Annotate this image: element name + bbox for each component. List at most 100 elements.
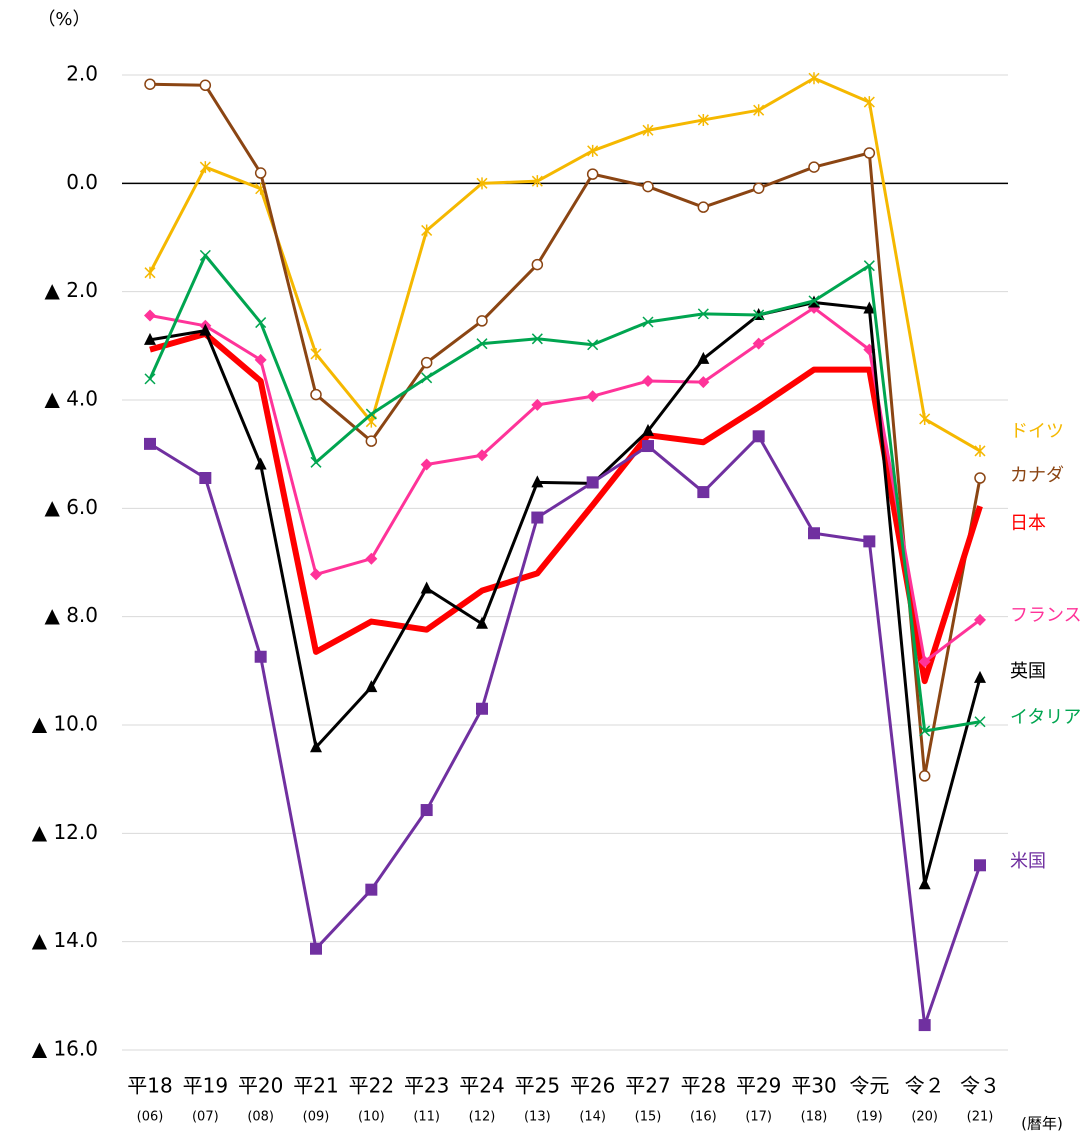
marker <box>255 317 267 329</box>
marker <box>863 260 875 272</box>
marker <box>144 332 156 345</box>
marker <box>752 430 765 443</box>
x-tick-label: 平27 <box>625 1074 670 1098</box>
marker <box>476 702 488 715</box>
marker <box>476 177 488 190</box>
marker <box>531 475 544 488</box>
marker <box>254 167 267 179</box>
y-tick-label: 0.0 <box>66 170 98 194</box>
marker <box>697 486 710 499</box>
legend-label: 日本 <box>1010 513 1046 534</box>
marker <box>420 581 433 594</box>
marker <box>642 316 654 328</box>
y-tick-label: ▲ 6.0 <box>44 495 98 519</box>
marker <box>974 444 986 457</box>
x-tick-label: 令２ <box>905 1074 945 1098</box>
marker <box>199 249 211 261</box>
marker <box>365 552 378 565</box>
marker <box>254 353 267 366</box>
marker <box>697 308 709 320</box>
marker <box>476 315 488 327</box>
marker <box>420 356 433 369</box>
y-tick-label: ▲ 4.0 <box>44 387 98 411</box>
x-tick-label: 平19 <box>183 1074 228 1098</box>
x-sub-label: (08) <box>247 1110 274 1125</box>
x-sub-label: (12) <box>469 1110 496 1125</box>
x-sub-label: (13) <box>524 1110 551 1125</box>
marker <box>144 309 156 322</box>
marker <box>310 456 322 468</box>
x-sub-label: (19) <box>856 1110 883 1125</box>
marker <box>808 295 820 307</box>
x-sub-label: (18) <box>801 1110 828 1125</box>
marker <box>310 568 322 581</box>
marker <box>808 72 820 85</box>
series-line <box>148 253 981 733</box>
marker <box>254 650 267 663</box>
series-line <box>148 76 981 453</box>
y-tick-label: ▲ 16.0 <box>32 1037 98 1061</box>
marker <box>199 161 211 174</box>
marker <box>531 258 544 271</box>
x-axis-label: (暦年) <box>1021 1115 1063 1133</box>
marker <box>918 655 931 668</box>
marker <box>808 161 820 173</box>
x-sub-label: (11) <box>413 1110 440 1125</box>
legend-label: ドイツ <box>1010 421 1064 442</box>
y-tick-label: 2.0 <box>66 62 98 86</box>
marker <box>144 373 156 385</box>
marker <box>808 527 820 540</box>
marker <box>587 339 599 351</box>
x-sub-label: (09) <box>303 1110 330 1125</box>
y-tick-label: ▲ 2.0 <box>44 278 98 302</box>
marker <box>752 182 765 194</box>
legend-label: イタリア <box>1010 707 1081 728</box>
marker <box>697 201 710 213</box>
legend-label: 英国 <box>1010 661 1046 682</box>
marker <box>642 375 654 388</box>
marker <box>697 113 709 126</box>
x-tick-label: 平24 <box>459 1074 504 1098</box>
marker <box>310 942 322 955</box>
marker <box>974 472 986 484</box>
marker <box>476 338 488 350</box>
marker <box>421 224 433 237</box>
y-tick-label: ▲ 12.0 <box>32 820 98 844</box>
marker <box>531 398 544 411</box>
marker <box>642 124 654 137</box>
marker <box>310 740 322 753</box>
marker <box>254 457 267 470</box>
marker <box>365 680 378 693</box>
marker <box>919 725 931 737</box>
marker <box>863 301 876 314</box>
marker <box>752 337 765 350</box>
marker <box>420 804 433 817</box>
series-line <box>149 330 983 685</box>
x-tick-label: 平30 <box>791 1074 836 1098</box>
x-tick-label: 平22 <box>349 1074 394 1098</box>
series-line <box>149 82 982 778</box>
series-line <box>149 306 981 664</box>
x-tick-label: 令３ <box>960 1074 1000 1098</box>
x-tick-label: 平21 <box>293 1074 338 1098</box>
x-tick-label: 平28 <box>681 1074 726 1098</box>
x-sub-label: (16) <box>690 1110 717 1125</box>
x-sub-label: (21) <box>967 1110 994 1125</box>
y-tick-label: ▲ 10.0 <box>32 712 98 736</box>
marker <box>974 670 986 683</box>
x-sub-label: (15) <box>635 1110 662 1125</box>
marker <box>365 435 378 447</box>
marker <box>199 323 212 336</box>
marker <box>420 458 433 471</box>
marker <box>310 347 322 360</box>
marker <box>974 613 986 626</box>
marker <box>476 449 488 462</box>
marker <box>199 472 212 484</box>
marker <box>918 770 931 782</box>
x-sub-label: (07) <box>192 1110 219 1125</box>
y-tick-label: ▲ 14.0 <box>32 928 98 952</box>
x-tick-label: 平23 <box>404 1074 449 1098</box>
marker <box>642 440 654 453</box>
legend-label: フランス <box>1010 605 1082 626</box>
